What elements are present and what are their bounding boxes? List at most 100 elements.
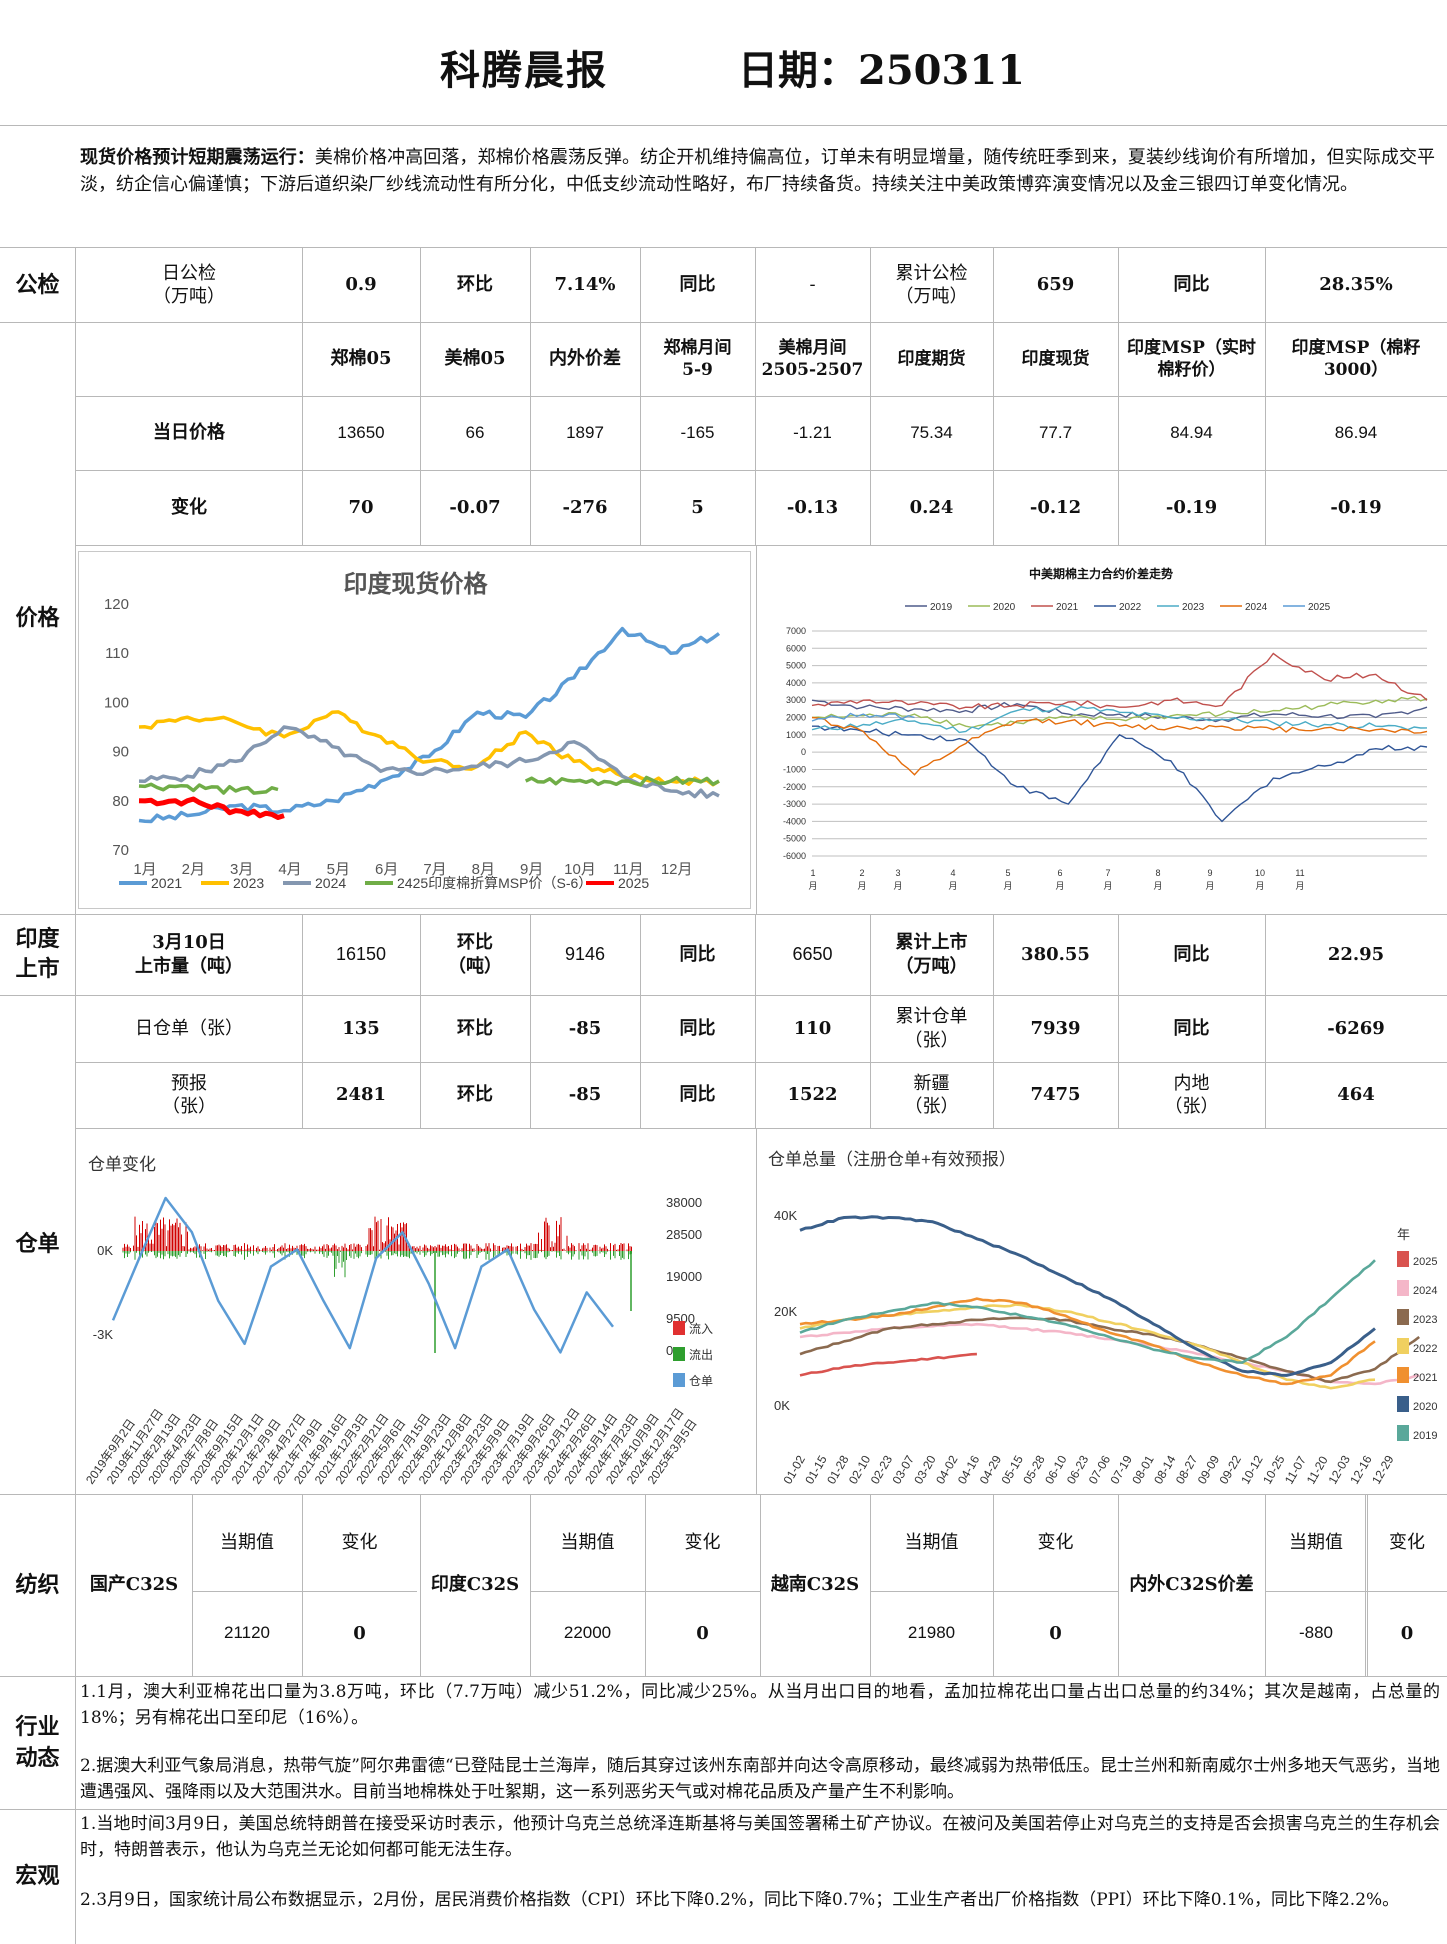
grid-line bbox=[755, 248, 756, 545]
textile-name-3: 内外C32S价差 bbox=[1129, 1574, 1254, 1596]
price-today-label: 当日价格 bbox=[153, 422, 225, 444]
x-tick-label: 4 bbox=[950, 868, 955, 878]
price-header-7: 印度MSP（实时 棉籽价） bbox=[1127, 337, 1256, 380]
grid-line bbox=[530, 914, 531, 1128]
price-header-8: 印度MSP（棉籽 3000） bbox=[1291, 337, 1421, 380]
grid-line bbox=[1118, 914, 1119, 1128]
inspection-daily-value: 0.9 bbox=[345, 274, 377, 296]
forecast-label: 预报 （张） bbox=[76, 1062, 302, 1128]
y-tick-label: -1000 bbox=[783, 764, 806, 774]
series-line-2024 bbox=[138, 725, 720, 799]
legend-swatch bbox=[673, 1347, 685, 1361]
x-tick-unit: 月 bbox=[1295, 881, 1304, 891]
price-change-7: -0.19 bbox=[1165, 496, 1218, 518]
price-header-4: 美棉月间 2505-2507 bbox=[761, 337, 864, 380]
textile-current-label-1: 当期值 bbox=[560, 1531, 615, 1553]
legend-label: 2021 bbox=[151, 875, 182, 891]
legend-label: 仓单 bbox=[689, 1374, 713, 1388]
india-listing-cum-yoy: 22.95 bbox=[1327, 943, 1385, 965]
section-label-industry: 行业 动态 bbox=[0, 1676, 75, 1809]
spread-chart: 7000 6000 5000 4000 3000 2000 1000 0 -1000 -2000 -… bbox=[783, 602, 1428, 891]
legend-swatch bbox=[1397, 1280, 1409, 1296]
legend-label: 2024 bbox=[315, 875, 346, 891]
legend-label: 2425印度棉折算MSP价（S-6） bbox=[397, 875, 592, 891]
legend-swatch bbox=[1397, 1367, 1409, 1383]
price-today-8: 86.94 bbox=[1334, 422, 1378, 442]
section-label-textile: 纺织 bbox=[15, 1571, 60, 1598]
series-line-2021 bbox=[138, 626, 721, 824]
x-tick-label: 4月 bbox=[278, 861, 301, 878]
y-tick-label: 6000 bbox=[786, 643, 806, 653]
x-tick-label: 11-20 bbox=[1304, 1453, 1331, 1486]
section-label-inspection: 公检 bbox=[15, 271, 60, 298]
x-tick-label: 11-07 bbox=[1282, 1453, 1309, 1486]
y-tick-label: 5000 bbox=[786, 661, 806, 671]
y-tick-label: 20K bbox=[774, 1304, 797, 1319]
xinjiang-label-1: 新疆 bbox=[913, 1072, 950, 1094]
report-date: 日期：250311 bbox=[738, 47, 1025, 94]
report-header: 科腾晨报 日期：250311 bbox=[0, 0, 1447, 126]
textile-current-label-3: 当期值 bbox=[1289, 1531, 1343, 1553]
x-tick-label: 11月 bbox=[613, 861, 644, 878]
grid-line bbox=[756, 1128, 757, 1494]
section-label-industry-2: 动态 bbox=[15, 1744, 60, 1771]
india-listing-mom-label-2: （吨） bbox=[448, 955, 502, 977]
legend-title: 年 bbox=[1397, 1227, 1410, 1242]
legend-label: 2021 bbox=[1413, 1372, 1437, 1384]
price-change-5: 0.24 bbox=[909, 496, 954, 518]
x-tick-label: 1月 bbox=[133, 861, 156, 878]
inspection-cum-value: 659 bbox=[1036, 274, 1075, 296]
warehouse-cum-yoy-label: 同比 bbox=[1173, 1017, 1210, 1039]
legend-label: 2023 bbox=[1413, 1314, 1437, 1326]
grid-line bbox=[755, 914, 756, 1128]
y-tick-label: 90 bbox=[112, 744, 129, 761]
right-tick-label: 19000 bbox=[666, 1269, 702, 1284]
x-tick-unit: 月 bbox=[857, 881, 866, 891]
x-tick-label: 2 bbox=[859, 868, 864, 878]
price-change-2: -276 bbox=[562, 496, 608, 518]
grid-line bbox=[870, 248, 871, 545]
x-tick-unit: 月 bbox=[1055, 881, 1064, 891]
x-tick-label: 12月 bbox=[661, 861, 693, 878]
y-tick-label: -5000 bbox=[783, 834, 806, 844]
grid-line bbox=[420, 914, 421, 1128]
section-label-india-2: 上市 bbox=[15, 955, 60, 982]
warehouse-daily-value: 135 bbox=[342, 1017, 380, 1039]
legend-label: 2025 bbox=[618, 875, 649, 891]
inspection-yoy-value: - bbox=[809, 274, 816, 296]
grid-line bbox=[420, 248, 421, 545]
forecast-value: 2481 bbox=[335, 1084, 387, 1106]
grid-line bbox=[302, 914, 303, 1128]
inspection-daily-label-1: 日公检 bbox=[162, 262, 216, 284]
grid-line bbox=[1265, 1494, 1266, 1676]
x-tick-unit: 月 bbox=[948, 881, 957, 891]
india-spot-chart-title: 印度现货价格 bbox=[343, 571, 488, 598]
industry-news-1: 1.1月，澳大利亚棉花出口量为3.8万吨，环比（7.7万吨）减少51.2%，同比… bbox=[80, 1682, 1440, 1729]
grid-line bbox=[530, 248, 531, 545]
india-listing-mom-label: 环比 （吨） bbox=[420, 914, 530, 995]
price-header-1: 美棉05 bbox=[444, 348, 506, 370]
warehouse-daily-label: 日仓单（张） bbox=[135, 1017, 243, 1039]
legend-label: 2022 bbox=[1119, 602, 1142, 613]
warehouse-daily-mom: -85 bbox=[568, 1017, 602, 1039]
grid-line bbox=[75, 545, 1447, 546]
x-tick-label: 1 bbox=[810, 868, 815, 878]
textile-current-label-2: 当期值 bbox=[904, 1531, 959, 1553]
legend-label: 2020 bbox=[993, 602, 1016, 613]
x-tick-unit: 月 bbox=[893, 881, 902, 891]
y-tick-label: 70 bbox=[112, 842, 129, 859]
warehouse-cum-value: 7939 bbox=[1030, 1017, 1081, 1039]
grid-line bbox=[302, 248, 303, 545]
series-line-2023 bbox=[799, 1316, 1420, 1384]
x-tick-label: 6 bbox=[1057, 868, 1062, 878]
price-change-label: 变化 bbox=[171, 496, 207, 518]
india-listing-cum-yoy-label: 同比 bbox=[1173, 943, 1210, 965]
price-change-1: -0.07 bbox=[449, 496, 501, 518]
y-tick-label: 0 bbox=[801, 747, 806, 757]
warehouse-daily-yoy: 110 bbox=[793, 1017, 832, 1039]
y-tick-label: -6000 bbox=[783, 851, 806, 861]
left-tick-label: 0K bbox=[97, 1243, 113, 1258]
grid-line bbox=[0, 1494, 1447, 1495]
stock-line bbox=[111, 1196, 614, 1354]
price-change-8: -0.19 bbox=[1330, 496, 1382, 518]
